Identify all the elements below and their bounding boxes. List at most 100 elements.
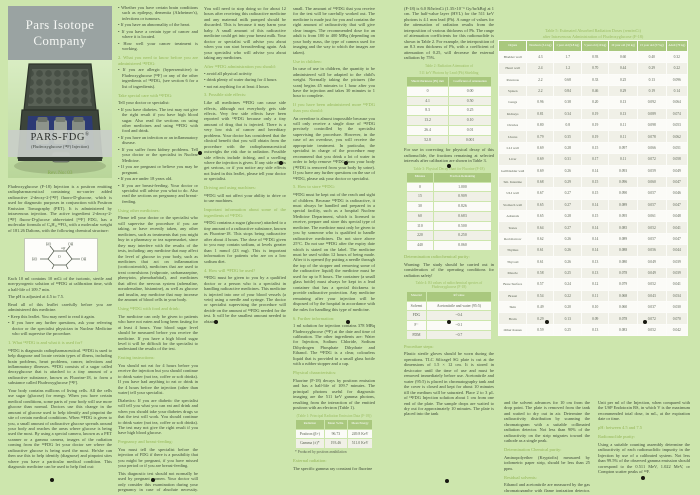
table-cell: 0.38 (554, 97, 582, 108)
table-cell: 0.090 (609, 188, 637, 199)
table-cell: 0.079 (609, 279, 637, 290)
table-cell: 0.089 (609, 199, 637, 211)
bullet-item: • not eat anything for at least 4 hours (204, 83, 269, 89)
table-cell: 0.13 (582, 324, 609, 336)
table-row: F⁻ ~0.1 (407, 320, 491, 330)
table-row: Gamma (±)* 193.46 511.0 KeV (296, 439, 372, 449)
table-cell: 0.20 (582, 97, 609, 108)
table-cell: 0.15 (582, 142, 609, 154)
table-cell: 0.49 (527, 302, 554, 313)
table-cell: 0.17 (582, 154, 609, 165)
registration-dot (344, 161, 348, 165)
column-header: Organs (499, 41, 527, 51)
table-row: 8.3 0.25 (407, 106, 491, 116)
table-cell: 220 (407, 231, 433, 240)
table-cell: Adrenals (499, 211, 527, 222)
table-cell: 0.79 (527, 131, 554, 142)
table-cell: 0.67 (527, 188, 554, 199)
registration-dot (346, 320, 350, 324)
section-heading: 3. Possible side effects: (204, 92, 247, 98)
table-cell: 0.40 (637, 51, 666, 63)
table-cell: Skin (499, 302, 527, 313)
table-cell: 0.22 (554, 290, 582, 302)
table-cell: Acetonitrile and water (95:5) (426, 301, 491, 311)
bullet-item: • If you are allergic (hypersensitive) t… (118, 67, 198, 89)
paragraph: For use in correcting for physical decay… (404, 147, 494, 164)
table-row: Bladder wall 4.3 1.7 0.93 0.60 0.40 0.32 (499, 51, 687, 63)
bullet-item: • Whether you have certain brain conditi… (118, 5, 198, 21)
table-cell: Brain (499, 313, 527, 324)
transport-case-image (8, 60, 112, 178)
table-row: Positron (β+) 96.73 249.8 KeV (296, 429, 372, 439)
table-cell: 0.052 (637, 324, 666, 336)
column-header: 1 year old (9.8 kg) (554, 41, 582, 51)
table-cell: 0.68 (527, 176, 554, 188)
table-cell: 0.27 (554, 199, 582, 211)
table-cell: 0.13 (554, 313, 582, 324)
section-heading: Driving and using machines: (204, 185, 256, 191)
decay-intro-text: For use in correcting for physical decay… (404, 147, 494, 163)
paragraph: Tell your doctor or specialist: (118, 100, 170, 106)
column-header: Newborn (3.4 kg) (527, 41, 554, 51)
table-cell: Heart wall (499, 63, 527, 74)
paragraph: Each 10 ml contains 10 mCi of the isoton… (8, 276, 112, 292)
table-cell: 0.048 (666, 211, 687, 222)
table-cell: 193.46 (324, 439, 348, 449)
table-cell: 0.70 (582, 63, 609, 74)
table-cell: Breast (499, 290, 527, 302)
table-cell: 0.078 (637, 131, 666, 142)
table-cell: 0.50 (449, 96, 491, 106)
table-row: ULI wall 0.67 0.27 0.15 0.090 0.057 0.046 (499, 188, 687, 199)
table-cell: Ovaries (499, 120, 527, 131)
table-cell: 13.2 (407, 116, 449, 125)
registration-dot (447, 320, 451, 324)
table-cell: 0.31 (554, 154, 582, 165)
table-cell: 0.19 (582, 120, 609, 131)
table-cell: 0.041 (666, 279, 687, 290)
table-cell: 0.69 (527, 154, 554, 165)
table-cell: 60 (407, 211, 433, 221)
table-row: Adrenals 0.65 0.28 0.15 0.095 0.061 0.048 (499, 211, 687, 222)
table-cell: 0.61 (527, 245, 554, 256)
table-cell: 0.29 (637, 63, 666, 74)
table-cell: Solvent (407, 301, 426, 311)
column-header: Mean %/dis. (324, 419, 348, 429)
paragraph: An overdose is almost impossible because… (293, 115, 375, 181)
registration-dot (214, 320, 218, 324)
svg-text:OH: OH (81, 258, 87, 262)
table-cell: 0.043 (637, 290, 666, 302)
registration-dot (151, 478, 155, 482)
table-cell: 0.61 (527, 256, 554, 267)
section-heading: External radiation: (293, 458, 327, 464)
data-table: Material Rf value Solvent Acetonitrile and … (406, 291, 492, 341)
column-header: Shield thickness (Pb) mm (407, 77, 449, 86)
table-row: Solvent Acetonitrile and water (95:5) (407, 301, 491, 311)
table-cell: FDM (407, 330, 426, 340)
table-cell: Liver (499, 154, 527, 165)
table-cell: 0.24 (554, 279, 582, 290)
data-table: Minutes Fraction Remaining 0 1.000 15 0.909 30… (406, 172, 492, 251)
table-title: (Table 1: Principal Radiation Emission D… (296, 413, 372, 418)
footer-left-column: and the solvent advances for 10 cm from … (504, 398, 590, 492)
table-cell: 0.11 (582, 290, 609, 302)
table-row: 13.2 0.10 (407, 116, 491, 125)
table-cell: 0.11 (609, 154, 637, 165)
table-row: 4.1 0.50 (407, 96, 491, 106)
table-cell: 0.037 (637, 302, 666, 313)
data-table: Shield thickness (Pb) mm Coefficient of A… (406, 76, 492, 145)
table-cell: 0.047 (666, 199, 687, 211)
table-cell: 0.078 (609, 313, 637, 324)
table-header-row: Organs Newborn (3.4 kg) 1 year old (9.8 kg… (499, 41, 687, 51)
paragraph: Aminopolyether (Kryptofix) measured by i… (504, 454, 590, 471)
paragraph: Unit per ml of the Injection, when compa… (598, 400, 690, 422)
table-cell: 0.059 (637, 165, 666, 176)
table-cell: 0.54 (527, 290, 554, 302)
table-cell: 0.049 (666, 165, 687, 176)
table-row: Testes 0.64 0.27 0.14 0.085 0.052 0.041 (499, 222, 687, 233)
text-column-2: • Whether you have certain brain conditi… (118, 4, 198, 492)
table-cell: 0.096 (609, 176, 637, 188)
paragraph: This diagnostic test should not normally… (118, 470, 198, 492)
table-cell: 0.042 (666, 324, 687, 336)
table-title: Table 5: Estimated Absorbed Radiation Do… (545, 28, 641, 33)
table-cell: 1.2 (554, 63, 582, 74)
